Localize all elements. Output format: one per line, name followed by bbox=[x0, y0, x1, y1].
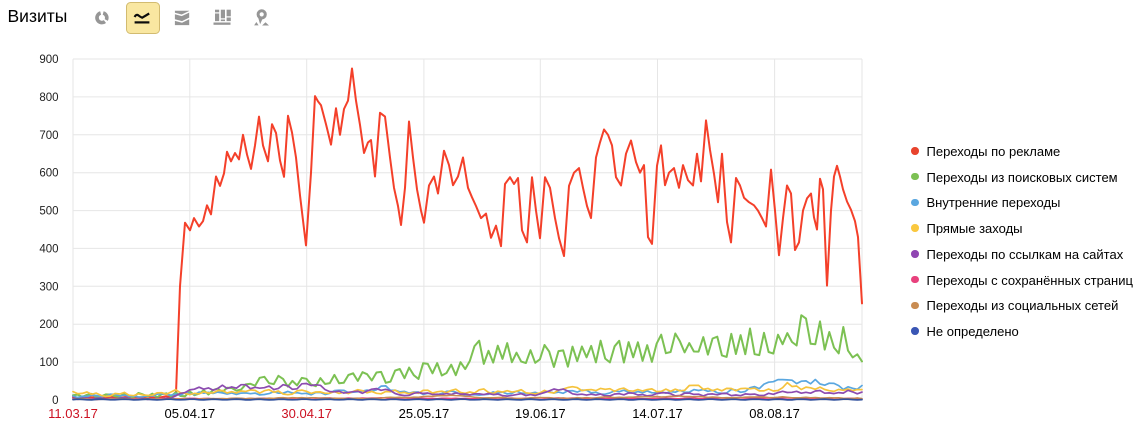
svg-text:11.03.17: 11.03.17 bbox=[48, 406, 98, 421]
svg-text:100: 100 bbox=[39, 357, 58, 369]
svg-text:800: 800 bbox=[39, 92, 58, 104]
svg-text:300: 300 bbox=[39, 281, 58, 293]
svg-text:600: 600 bbox=[39, 168, 58, 180]
svg-text:08.08.17: 08.08.17 bbox=[749, 406, 800, 421]
svg-text:19.06.17: 19.06.17 bbox=[515, 406, 566, 421]
svg-text:05.04.17: 05.04.17 bbox=[164, 406, 215, 421]
svg-text:400: 400 bbox=[39, 243, 58, 255]
svg-text:900: 900 bbox=[39, 54, 58, 66]
svg-text:30.04.17: 30.04.17 bbox=[281, 406, 332, 421]
svg-text:500: 500 bbox=[39, 206, 58, 218]
svg-text:0: 0 bbox=[52, 395, 58, 407]
svg-text:200: 200 bbox=[39, 319, 58, 331]
svg-text:25.05.17: 25.05.17 bbox=[399, 406, 450, 421]
svg-text:700: 700 bbox=[39, 130, 58, 142]
svg-text:14.07.17: 14.07.17 bbox=[632, 406, 683, 421]
